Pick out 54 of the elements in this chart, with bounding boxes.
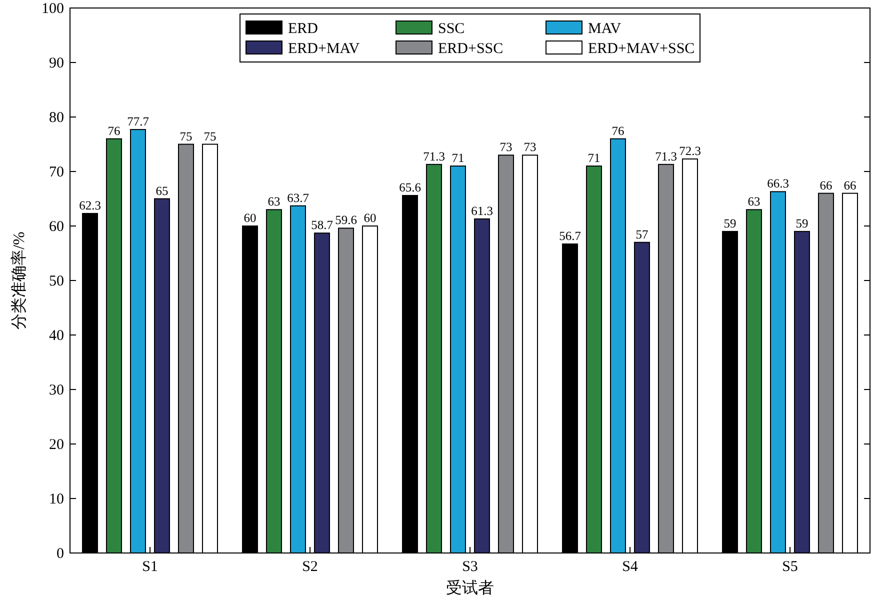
legend-label: ERD+MAV xyxy=(288,41,360,57)
data-label: 59.6 xyxy=(335,213,357,228)
legend-label: ERD xyxy=(288,21,318,37)
x-tick-label: S4 xyxy=(622,559,638,575)
data-label: 75 xyxy=(180,129,192,144)
data-label: 66 xyxy=(844,178,856,192)
data-label: 73 xyxy=(524,140,536,154)
data-label: 71.3 xyxy=(423,149,445,164)
x-tick-label: S2 xyxy=(302,559,318,575)
data-label: 77.7 xyxy=(127,114,149,129)
data-label: 71 xyxy=(588,151,600,166)
y-tick-label: 80 xyxy=(49,110,64,126)
data-label: 65 xyxy=(156,184,168,198)
data-label: 58.7 xyxy=(311,218,333,232)
y-tick-label: 100 xyxy=(42,1,64,17)
y-tick-label: 70 xyxy=(49,164,64,180)
x-tick-label: S5 xyxy=(782,559,798,575)
data-label: 66 xyxy=(820,178,832,192)
data-label: 75 xyxy=(204,129,216,144)
legend-label: SSC xyxy=(438,21,465,37)
data-label: 71.3 xyxy=(655,149,677,164)
data-label: 65.6 xyxy=(399,180,421,194)
legend-label: MAV xyxy=(588,21,622,37)
data-label: 71 xyxy=(452,151,464,166)
y-tick-label: 50 xyxy=(49,274,64,290)
x-tick-label: S3 xyxy=(462,559,478,575)
y-axis-title: 分类准确率/% xyxy=(10,232,28,330)
data-label: 63 xyxy=(748,194,760,209)
y-tick-label: 0 xyxy=(56,546,64,562)
y-tick-label: 90 xyxy=(49,56,64,72)
legend-label: ERD+SSC xyxy=(438,41,504,57)
data-label: 63 xyxy=(268,194,280,209)
x-tick-label: S1 xyxy=(142,559,158,575)
data-label: 76 xyxy=(108,124,120,138)
y-tick-label: 30 xyxy=(49,382,64,398)
data-label: 61.3 xyxy=(471,204,493,218)
data-label: 63.7 xyxy=(287,190,309,205)
data-label: 59 xyxy=(724,216,736,230)
data-label: 66.3 xyxy=(767,176,789,191)
y-tick-label: 60 xyxy=(49,219,64,235)
y-tick-label: 20 xyxy=(49,437,64,453)
y-tick-label: 40 xyxy=(49,328,64,344)
x-axis-title: 受试者 xyxy=(446,579,494,597)
data-label: 60 xyxy=(244,211,256,225)
data-label: 73 xyxy=(500,140,512,154)
data-label: 56.7 xyxy=(559,228,581,243)
data-label: 62.3 xyxy=(79,198,101,212)
data-label: 76 xyxy=(612,124,624,138)
data-label: 72.3 xyxy=(679,144,701,158)
data-label: 57 xyxy=(636,227,648,242)
data-label: 60 xyxy=(364,211,376,225)
data-label: 59 xyxy=(796,216,808,230)
y-tick-label: 10 xyxy=(49,492,64,508)
legend-label: ERD+MAV+SSC xyxy=(588,41,695,57)
